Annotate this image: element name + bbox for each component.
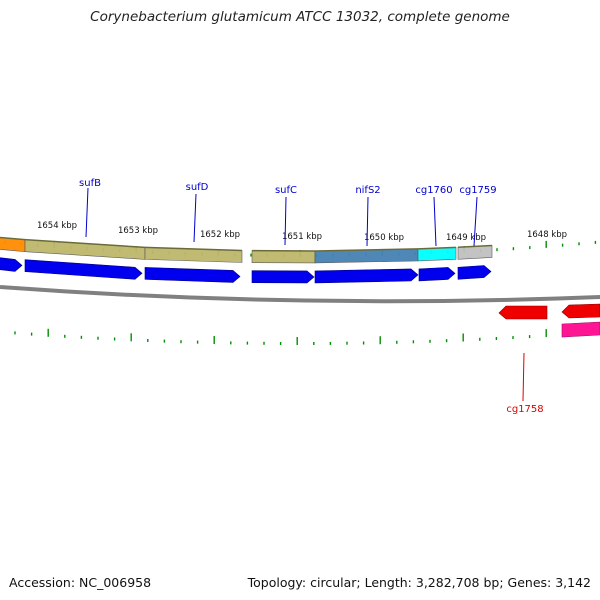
gene-leader-line bbox=[284, 196, 287, 246]
cog-segment-edge bbox=[457, 244, 493, 249]
gene-label-cg1760: cg1760 bbox=[415, 185, 452, 196]
gene-label-sufB: sufB bbox=[79, 178, 101, 189]
ruler-label: 1654 kbp bbox=[37, 221, 77, 231]
gene-leader-line bbox=[366, 196, 369, 247]
reverse-cds-arrow bbox=[498, 305, 548, 320]
forward-cds-arrow bbox=[24, 259, 143, 280]
cog-segment-edge bbox=[24, 238, 146, 249]
gene-label-cg1758: cg1758 bbox=[506, 404, 543, 415]
gene-leader-line bbox=[433, 196, 437, 247]
gene-label-sufD: sufD bbox=[186, 182, 209, 193]
cog-segment bbox=[251, 250, 316, 264]
gene-labels: sufB sufD sufC nifS2 cg1760 cg1759 cg175… bbox=[79, 178, 544, 415]
forward-cds-arrow bbox=[0, 257, 23, 272]
gene-leader-line bbox=[85, 187, 89, 238]
ruler-label: 1649 kbp bbox=[446, 233, 486, 243]
cog-segment bbox=[561, 321, 600, 338]
ruler-label: 1651 kbp bbox=[282, 232, 322, 242]
ruler-label: 1648 kbp bbox=[527, 230, 567, 240]
forward-cds-arrow bbox=[144, 267, 241, 283]
forward-cds-arrow bbox=[314, 268, 419, 284]
ruler-label: 1653 kbp bbox=[118, 226, 158, 236]
forward-cds-arrow bbox=[457, 265, 492, 280]
forward-cds-arrow bbox=[251, 270, 315, 284]
cog-segment-edge bbox=[314, 248, 419, 252]
gene-leader-line bbox=[193, 193, 197, 243]
genome-summary-text: Topology: circular; Length: 3,282,708 bp… bbox=[247, 575, 591, 590]
ruler-label: 1650 kbp bbox=[364, 233, 404, 243]
cog-segment-edge bbox=[417, 246, 457, 250]
ruler-labels: 1654 kbp 1653 kbp 1652 kbp 1651 kbp 1650… bbox=[37, 221, 567, 243]
accession-text: Accession: NC_006958 bbox=[9, 575, 152, 590]
forward-cds-arrow bbox=[418, 267, 456, 282]
gene-label-sufC: sufC bbox=[275, 185, 297, 196]
map-title: Corynebacterium glutamicum ATCC 13032, c… bbox=[90, 9, 510, 25]
ruler-label: 1652 kbp bbox=[200, 230, 240, 240]
forward-cds-track bbox=[0, 257, 492, 284]
reverse-cds-track bbox=[498, 303, 600, 338]
gene-label-cg1759: cg1759 bbox=[459, 185, 496, 196]
cog-segment-edge bbox=[144, 246, 243, 252]
reverse-cds-arrow bbox=[561, 303, 600, 319]
cog-segment-edge bbox=[0, 236, 26, 241]
genome-backbone bbox=[0, 285, 600, 304]
gene-leader-line bbox=[522, 352, 525, 402]
cog-segment bbox=[24, 239, 146, 260]
cog-color-track bbox=[0, 236, 493, 264]
gene-leader-line bbox=[473, 196, 478, 247]
gene-label-nifS2: nifS2 bbox=[355, 185, 380, 196]
inner-tick-track bbox=[14, 328, 597, 345]
